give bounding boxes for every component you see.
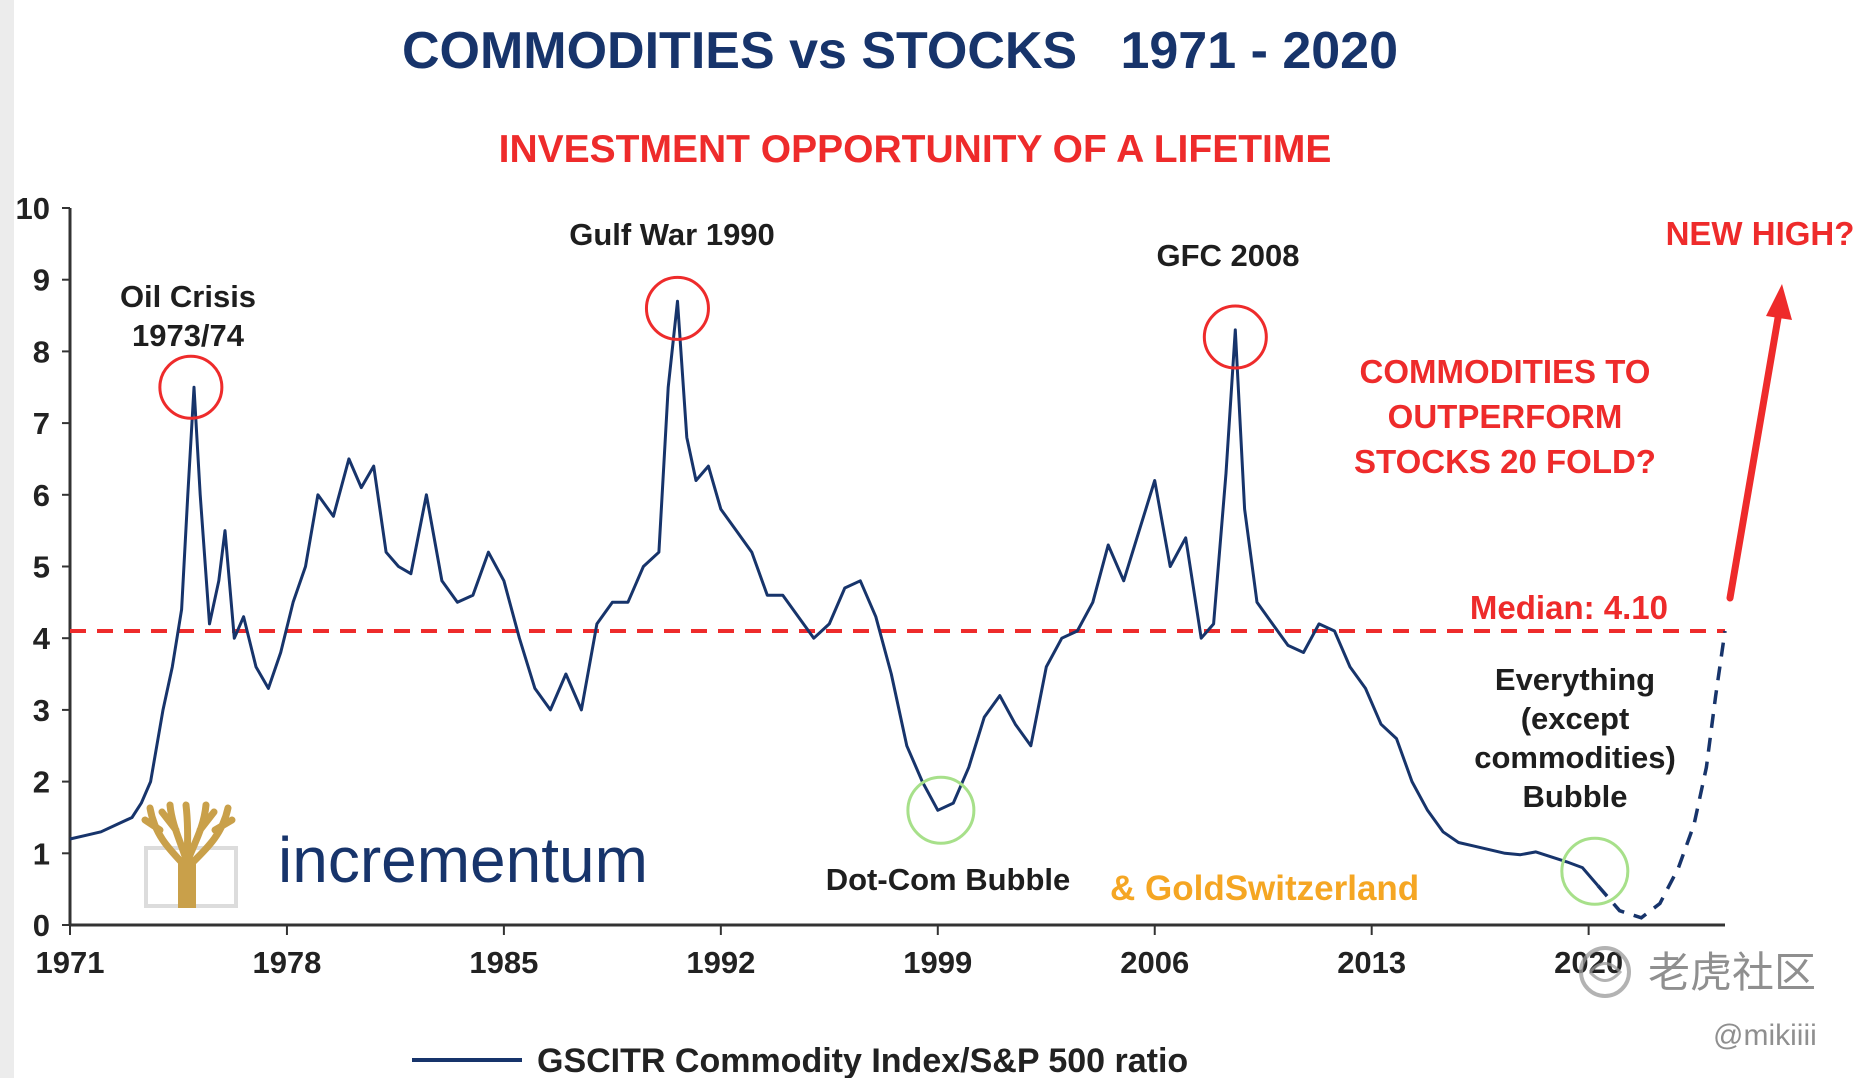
x-tick-label: 1992 [686,945,755,980]
gfc-peak-circle [1202,304,1268,370]
ratio-series-line [69,299,1600,887]
projection-dashed-line [1596,630,1727,920]
y-axis-ticks: 0 1 2 3 4 5 6 7 8 9 10 [16,191,70,943]
gulf-war-peak-circle [644,275,710,341]
watermark-logo-icon [1579,946,1631,998]
watermark-handle: @mikiiii [1713,1019,1817,1052]
x-tick-label: 1978 [252,945,321,980]
left-edge-strip [0,0,14,1078]
everything-bubble-label-3: commodities) [1474,740,1676,775]
y-tick-label: 6 [33,478,50,513]
legend-label: GSCITR Commodity Index/S&P 500 ratio [537,1042,1188,1078]
outperform-label-1: COMMODITIES TO [1360,353,1651,390]
outperform-label-2: OUTPERFORM [1388,398,1623,435]
new-high-arrow-shaft [1726,314,1782,602]
x-tick-label: 1985 [469,945,538,980]
y-tick-label: 3 [33,693,50,728]
oil-crisis-year-label: 1973/74 [132,318,245,353]
watermark-site-name: 老虎社区 [1648,949,1816,996]
x-axis-ticks: 1971 1978 1985 1992 1999 2006 2013 2020 [36,925,1623,980]
y-tick-label: 2 [33,765,50,800]
y-tick-label: 9 [33,263,50,298]
everything-bubble-label-2: (except [1521,701,1630,736]
gfc-label: GFC 2008 [1156,238,1299,273]
y-tick-label: 7 [33,406,50,441]
everything-bubble-label-1: Everything [1495,662,1655,697]
dotcom-bubble-label: Dot-Com Bubble [826,862,1071,897]
dotcom-trough-circle [906,775,976,845]
gulf-war-label: Gulf War 1990 [569,217,775,252]
x-tick-label: 1971 [36,945,105,980]
new-high-label: NEW HIGH? [1666,215,1855,252]
everything-bubble-label-4: Bubble [1522,779,1627,814]
chart-title: COMMODITIES vs STOCKS 1971 - 2020 [402,22,1398,80]
incrementum-wordmark: incrementum [278,824,648,896]
x-tick-label: 2013 [1337,945,1406,980]
goldswitzerland-label: & GoldSwitzerland [1110,869,1419,908]
y-tick-label: 5 [33,550,50,585]
y-tick-label: 10 [16,191,50,226]
y-tick-label: 4 [33,621,51,656]
new-high-arrow-head [1766,284,1792,320]
y-tick-label: 0 [33,908,50,943]
incrementum-tree-logo [141,801,238,908]
everything-bubble-circle [1560,836,1630,906]
chart-subtitle: INVESTMENT OPPORTUNITY OF A LIFETIME [499,128,1332,171]
y-tick-label: 8 [33,334,50,369]
median-label: Median: 4.10 [1470,589,1668,626]
x-tick-label: 1999 [903,945,972,980]
y-tick-label: 1 [33,836,50,871]
oil-crisis-peak-circle [158,354,224,420]
x-tick-label: 2006 [1120,945,1189,980]
oil-crisis-label: Oil Crisis [120,279,256,314]
outperform-label-3: STOCKS 20 FOLD? [1354,443,1656,480]
